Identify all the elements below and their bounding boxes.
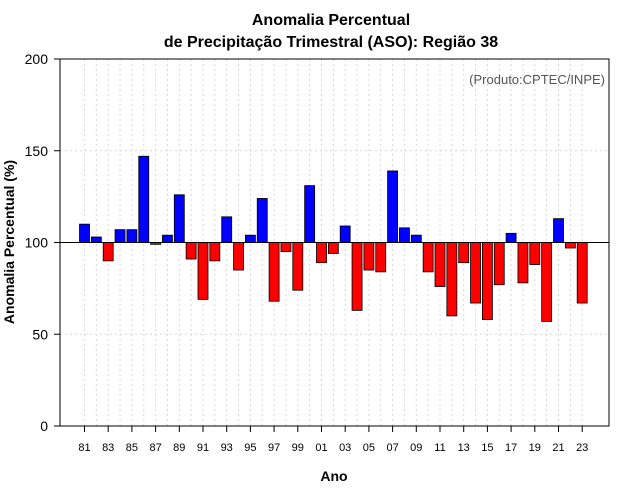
x-axis-label: Ano xyxy=(320,468,347,484)
bar-2014 xyxy=(470,242,481,304)
bar-1982 xyxy=(90,236,102,243)
x-tick-label: 21 xyxy=(552,442,564,454)
x-tick-label: 85 xyxy=(126,442,138,454)
bar-2006 xyxy=(375,242,387,273)
grid xyxy=(60,58,609,427)
y-axis-label: Anomalia Percentual (%) xyxy=(1,160,17,324)
y-tick-label: 150 xyxy=(25,143,49,159)
bar-1996 xyxy=(256,198,268,243)
bar-2005 xyxy=(363,242,375,271)
bar-2019 xyxy=(529,242,541,265)
bar-1999 xyxy=(292,242,304,291)
bar-1984 xyxy=(114,229,126,243)
bar-2002 xyxy=(327,242,339,254)
bar-1991 xyxy=(197,242,209,300)
y-tick-label: 100 xyxy=(25,235,49,251)
y-tick-label: 50 xyxy=(32,326,48,342)
x-tick-label: 87 xyxy=(149,442,161,454)
bar-2017 xyxy=(505,232,517,243)
x-tick-label: 15 xyxy=(481,442,493,454)
x-tick-label: 19 xyxy=(529,442,541,454)
chart-title-line1: Anomalia Percentual xyxy=(252,12,410,29)
bar-2020 xyxy=(541,242,553,322)
bar-2016 xyxy=(493,242,505,286)
bar-2000 xyxy=(304,185,316,243)
bars xyxy=(79,155,588,322)
bar-2023 xyxy=(576,242,588,304)
x-axis: 81 83 85 87 89 91 93 95 97 99 01 03 05 07 09 11 13 15 17 19… xyxy=(78,426,588,454)
bar-1998 xyxy=(280,242,292,253)
x-tick-label: 89 xyxy=(173,442,185,454)
bar-1992 xyxy=(209,242,221,262)
bar-1986 xyxy=(138,155,150,243)
bar-2008 xyxy=(399,227,410,243)
bar-2003 xyxy=(339,225,351,243)
chart-credit: (Produto:CPTEC/INPE) xyxy=(469,72,605,87)
bar-1985 xyxy=(126,229,138,243)
bar-1981 xyxy=(79,223,90,243)
bar-2009 xyxy=(410,234,422,243)
bar-2001 xyxy=(316,242,327,264)
bar-2007 xyxy=(387,170,399,243)
y-tick-label: 200 xyxy=(25,51,49,67)
y-axis: 0 50 100 150 200 xyxy=(25,51,60,434)
bar-1988 xyxy=(162,234,173,243)
bar-2021 xyxy=(553,218,564,243)
y-tick-label: 0 xyxy=(40,418,48,434)
x-tick-label: 83 xyxy=(102,442,114,454)
bar-1994 xyxy=(233,242,244,271)
x-tick-label: 03 xyxy=(339,442,351,454)
x-tick-label: 81 xyxy=(78,442,90,454)
x-tick-label: 05 xyxy=(363,442,375,454)
x-tick-label: 99 xyxy=(292,442,304,454)
x-tick-label: 91 xyxy=(197,442,209,454)
bar-2012 xyxy=(446,242,458,317)
bar-2013 xyxy=(458,242,470,264)
x-tick-label: 09 xyxy=(410,442,422,454)
x-tick-label: 11 xyxy=(434,442,445,454)
plot-frame xyxy=(59,58,610,427)
chart-title-line2: de Precipitação Trimestral (ASO): Região… xyxy=(164,34,498,51)
x-tick-label: 93 xyxy=(221,442,233,454)
bar-2015 xyxy=(481,242,493,320)
bar-2010 xyxy=(422,242,434,273)
bar-1993 xyxy=(221,216,233,243)
x-tick-label: 13 xyxy=(458,442,470,454)
bar-2004 xyxy=(351,242,363,311)
x-tick-label: 17 xyxy=(505,442,517,454)
bar-1997 xyxy=(268,242,280,302)
x-tick-label: 95 xyxy=(244,442,256,454)
bar-1989 xyxy=(173,194,185,243)
bar-1983 xyxy=(102,242,114,262)
x-tick-label: 01 xyxy=(315,442,327,454)
bar-1995 xyxy=(244,234,256,243)
x-tick-label: 07 xyxy=(386,442,398,454)
bar-2018 xyxy=(517,242,529,284)
bar-2011 xyxy=(434,242,446,287)
bar-2022 xyxy=(564,242,576,249)
bar-1990 xyxy=(185,242,197,260)
x-tick-label: 97 xyxy=(268,442,280,454)
x-tick-label: 23 xyxy=(576,442,588,454)
